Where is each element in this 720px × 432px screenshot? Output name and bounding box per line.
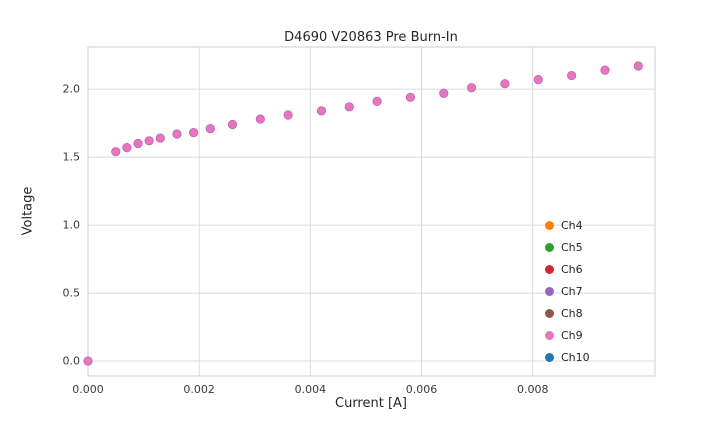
y-tick-label: 0.5 <box>62 286 81 300</box>
data-point <box>172 129 182 139</box>
data-point <box>372 96 382 106</box>
plot-frame <box>87 46 656 377</box>
data-point <box>283 110 293 120</box>
x-axis-label: Current [A] <box>335 396 407 411</box>
data-point <box>144 136 154 146</box>
legend-item: Ch4 <box>545 217 590 233</box>
y-tick-label: 1.5 <box>62 150 81 164</box>
x-tick-label: 0.002 <box>183 383 215 396</box>
legend-item: Ch5 <box>545 239 590 255</box>
data-point <box>189 128 199 138</box>
legend-item: Ch6 <box>545 261 590 277</box>
data-point <box>205 123 215 134</box>
legend: Ch4 Ch5 Ch6 Ch7 Ch8 Ch9 Ch10 <box>545 217 590 365</box>
data-point <box>316 106 327 116</box>
data-point <box>122 143 132 153</box>
x-tick-label: 0.000 <box>72 383 104 396</box>
legend-label: Ch4 <box>561 218 583 232</box>
legend-marker-icon <box>545 308 554 318</box>
x-tick-label: 0.004 <box>294 383 327 396</box>
data-point <box>533 75 543 85</box>
legend-item: Ch9 <box>545 327 590 343</box>
data-point <box>344 102 354 112</box>
data-point <box>567 70 577 81</box>
data-point <box>111 147 121 157</box>
data-point <box>466 83 477 93</box>
legend-marker-icon <box>545 242 554 252</box>
data-point <box>133 138 143 149</box>
y-axis-label: Voltage <box>20 186 36 236</box>
y-tick-label: 0.0 <box>62 354 81 368</box>
legend-marker-icon <box>545 330 554 340</box>
data-point <box>633 61 643 71</box>
data-point <box>439 88 449 98</box>
data-point <box>155 133 165 143</box>
legend-marker-icon <box>545 264 554 274</box>
y-tick-label: 2.0 <box>62 82 81 96</box>
chart-title: D4690 V20863 Pre Burn-In <box>284 30 458 45</box>
legend-label: Ch5 <box>561 240 583 254</box>
legend-marker-icon <box>545 352 554 362</box>
legend-marker-icon <box>545 286 554 296</box>
y-tick-label: 1.0 <box>62 218 81 232</box>
x-tick-label: 0.008 <box>516 383 549 396</box>
x-tick-label: 0.006 <box>405 383 438 396</box>
legend-label: Ch9 <box>561 328 583 342</box>
legend-marker-icon <box>545 220 554 230</box>
legend-item: Ch8 <box>545 305 590 321</box>
data-point <box>600 65 610 75</box>
legend-item: Ch10 <box>545 349 590 365</box>
data-point <box>83 356 93 366</box>
data-point <box>255 114 265 124</box>
legend-label: Ch10 <box>561 350 590 364</box>
data-point <box>405 92 416 102</box>
legend-item: Ch7 <box>545 283 590 299</box>
legend-label: Ch7 <box>561 284 583 298</box>
legend-label: Ch8 <box>561 306 583 320</box>
data-point <box>500 79 510 89</box>
legend-label: Ch6 <box>561 262 583 276</box>
data-point <box>227 119 238 130</box>
